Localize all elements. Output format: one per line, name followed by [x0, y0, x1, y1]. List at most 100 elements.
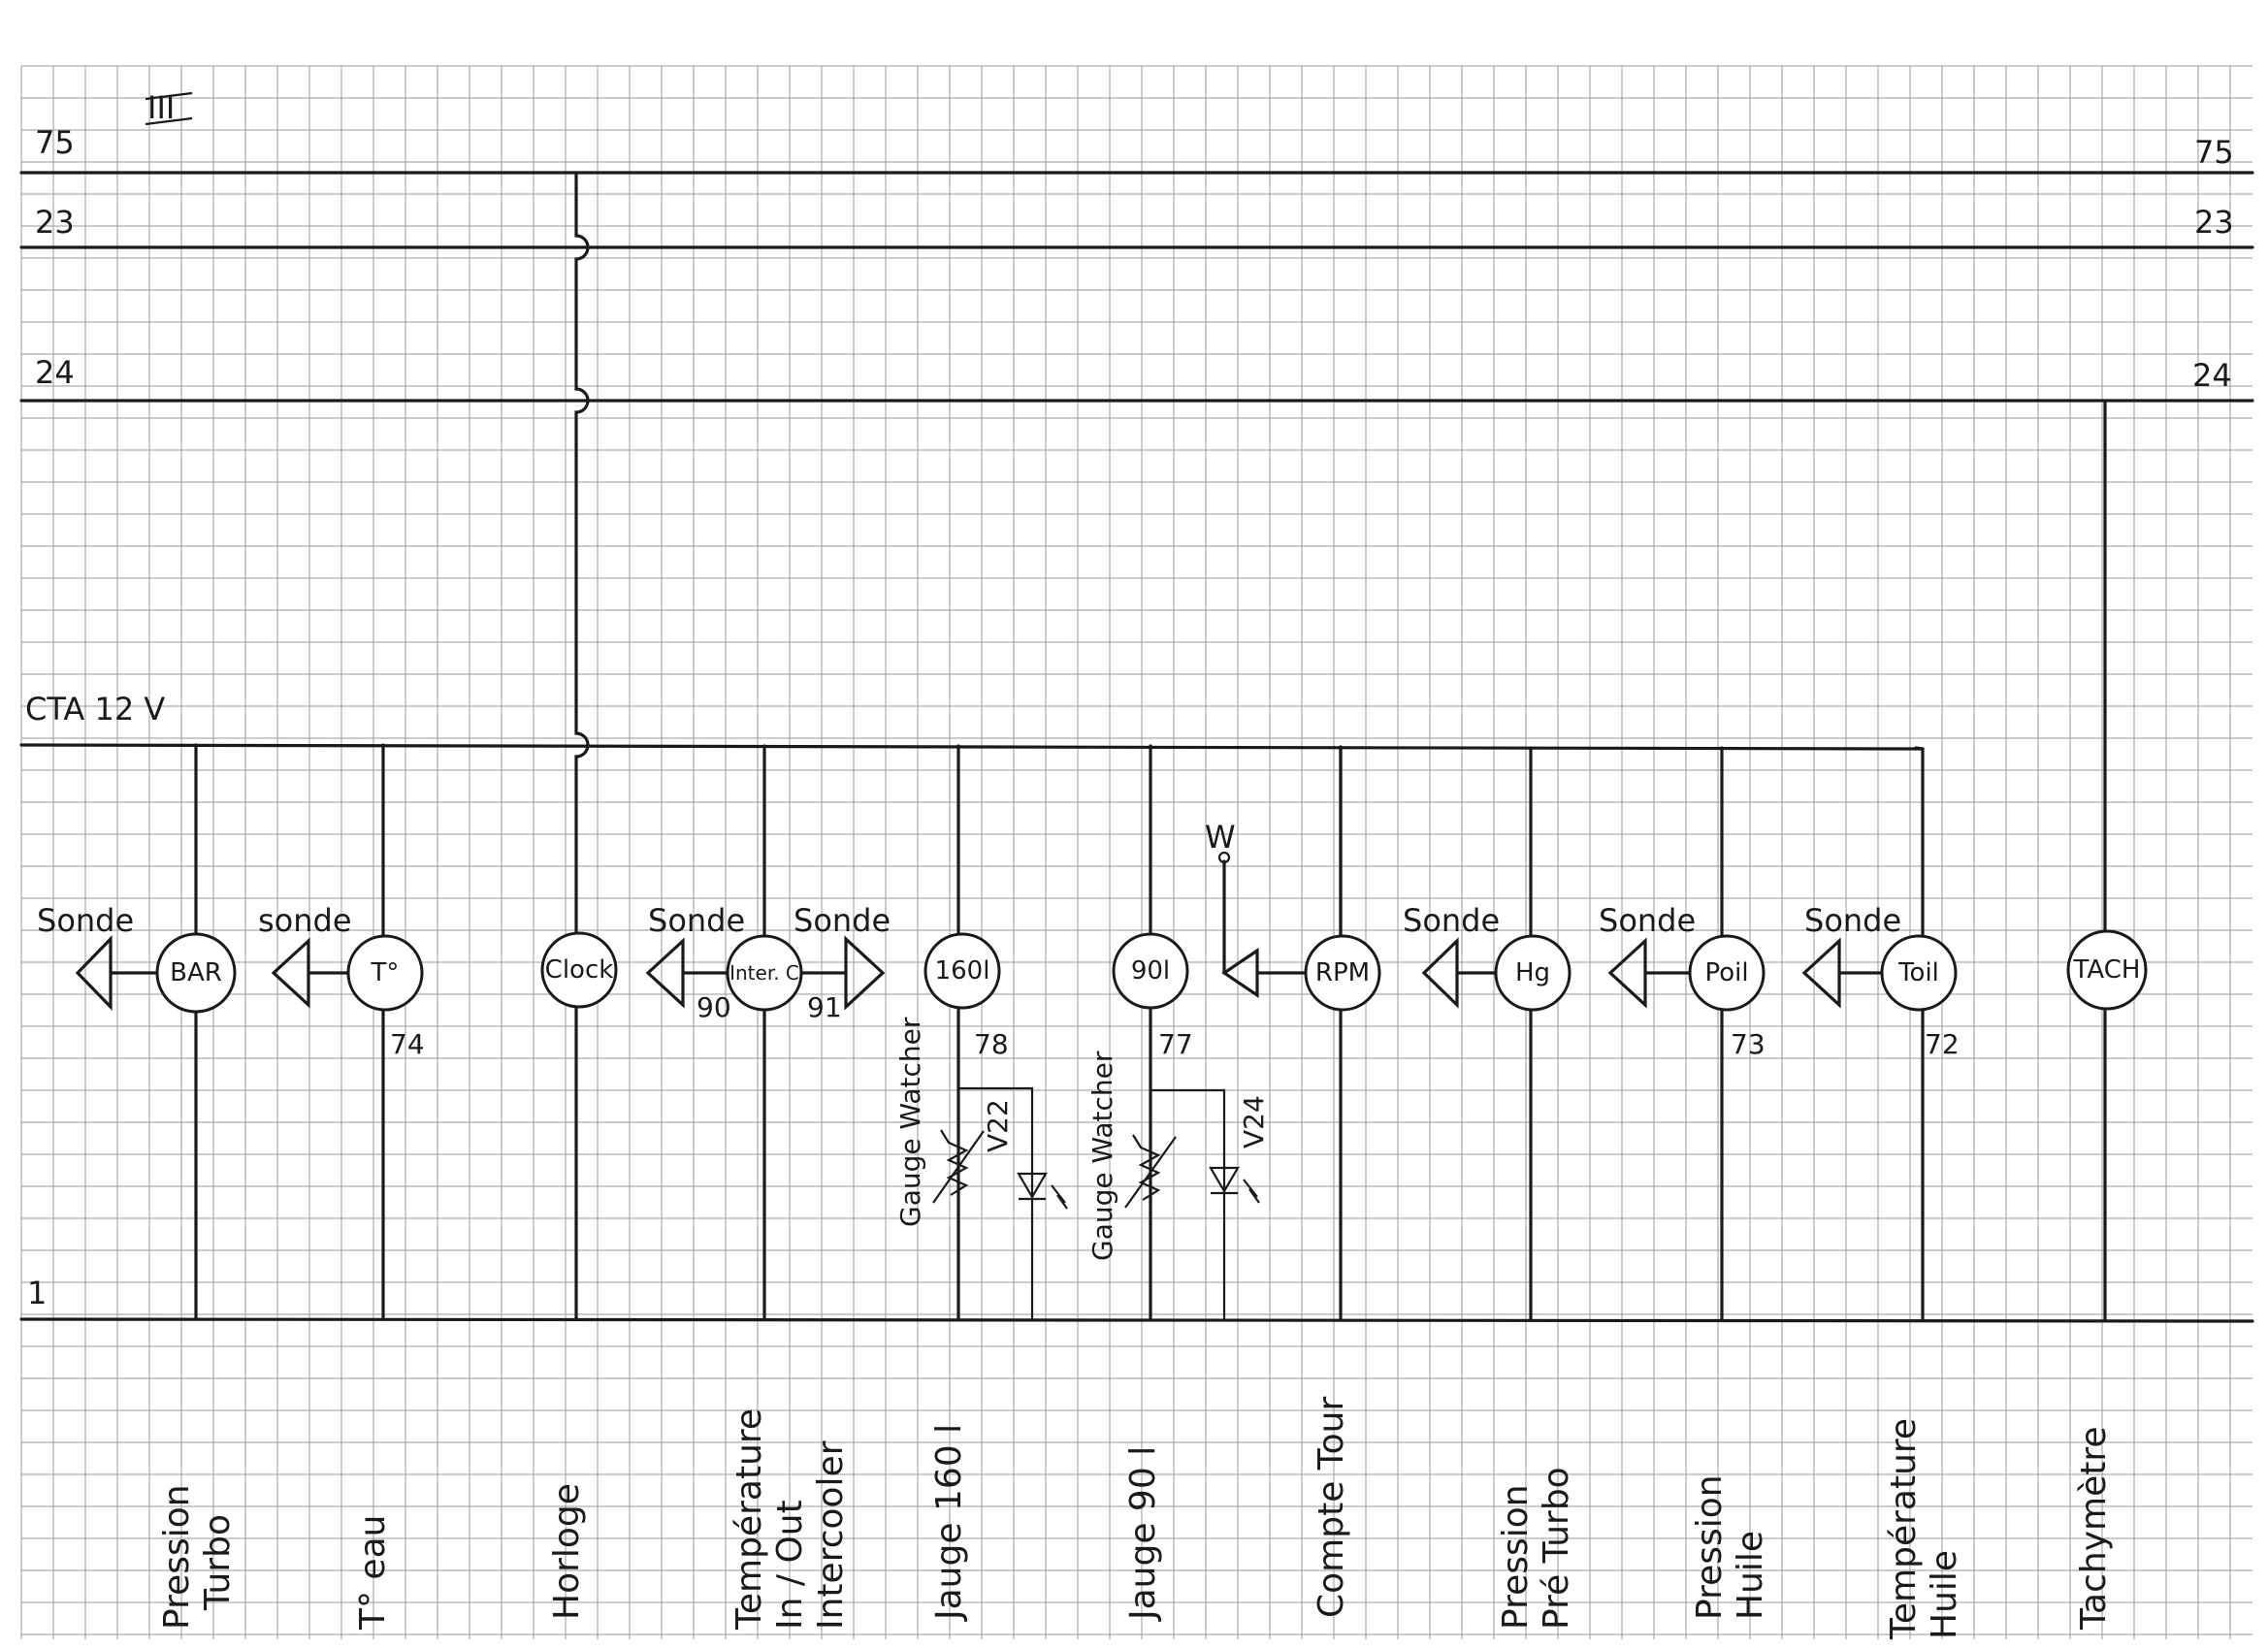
- gauge-tach: TACH: [2066, 929, 2148, 1011]
- caption-line: Pression: [1690, 1474, 1730, 1620]
- rail-cta-label: CTA 12 V: [25, 691, 165, 728]
- gauge-toil-label: Toil: [1897, 958, 1939, 987]
- gauge-poil: Poil 73: [1688, 934, 1766, 1060]
- sensor-bar-label: Sonde: [37, 902, 134, 939]
- caption-line: Intercooler: [811, 1440, 851, 1630]
- wire-77-label: 77: [1158, 1028, 1193, 1060]
- sensor-poil: Sonde: [1599, 902, 1696, 1009]
- graph-paper-grid: [20, 65, 2252, 1639]
- w-terminal-label: W: [1205, 819, 1236, 856]
- rail-75-label-right: 75: [2194, 134, 2234, 171]
- sensor-hg: Sonde: [1403, 902, 1502, 1009]
- led-v22: [1017, 1172, 1048, 1200]
- rail-24-label-right: 24: [2192, 357, 2232, 394]
- rail-ground-label: 1: [27, 1275, 47, 1311]
- rail-23: 23 23: [19, 204, 2254, 249]
- gauge-watcher-resistor-90: [1132, 1134, 1161, 1201]
- sensor-hg-label: Sonde: [1403, 902, 1500, 939]
- gauge-hg: Hg: [1494, 934, 1571, 1012]
- rail-24-label-left: 24: [35, 354, 75, 391]
- sensor-teau-label: sonde: [258, 902, 352, 939]
- gauge-poil-label: Poil: [1704, 958, 1748, 987]
- wire-73-label: 73: [1731, 1028, 1766, 1060]
- fuel-gauge-90-circuit: V24 Gauge Watcher: [1086, 744, 1270, 1321]
- rail-75-label-left: 75: [35, 124, 75, 161]
- sensor-toil: Sonde: [1801, 902, 1901, 1009]
- caption-line: In / Out: [770, 1500, 810, 1630]
- caption-line: Huile: [1925, 1550, 1964, 1639]
- sensor-inter-in: Sonde 90: [645, 902, 745, 1023]
- caption-line: Compte Tour: [1312, 1396, 1351, 1618]
- wire-74-label: 74: [390, 1028, 425, 1060]
- gauge-clock-label: Clock: [545, 955, 614, 985]
- gauge-watcher-90-label: Gauge Watcher: [1086, 1051, 1118, 1261]
- caption-line: Horloge: [547, 1483, 587, 1620]
- clock-feed-wire: [574, 171, 590, 1321]
- gauge-bar: BAR: [155, 932, 237, 1014]
- caption-line: Huile: [1731, 1531, 1770, 1620]
- sensor-bar: Sonde: [37, 902, 157, 1011]
- caption-temperature-huile: Température Huile: [1884, 1418, 1964, 1640]
- sensor-inter-in-label: Sonde: [648, 902, 745, 939]
- gauge-bar-label: BAR: [170, 958, 222, 987]
- caption-t-eau: T° eau: [353, 1515, 393, 1631]
- caption-tachymetre: Tachymètre: [2074, 1427, 2114, 1632]
- gauge-rpm-label: RPM: [1315, 958, 1370, 987]
- gauge-160l-label: 160l: [935, 956, 990, 986]
- gauge-teau: T° 74: [346, 934, 425, 1060]
- caption-compte-tour: Compte Tour: [1312, 1396, 1351, 1618]
- caption-pression-turbo: Pression Turbo: [157, 1484, 238, 1630]
- sensor-poil-label: Sonde: [1599, 902, 1696, 939]
- wire-91-label: 91: [807, 991, 842, 1023]
- wire-72-label: 72: [1925, 1028, 1960, 1060]
- sensor-inter-out-label: Sonde: [794, 902, 891, 939]
- fuel-gauge-160-circuit: V22 Gauge Watcher: [894, 744, 1068, 1321]
- rail-23-label-left: 23: [35, 204, 75, 241]
- wire-78-label: 78: [974, 1028, 1009, 1060]
- wire-90-label: 90: [697, 991, 731, 1023]
- gauge-90l: 90l 77: [1112, 932, 1193, 1060]
- gauge-watcher-resistor-160: [940, 1129, 969, 1196]
- gauge-inter: Inter. C: [726, 934, 803, 1012]
- caption-pression-pre-turbo: Pression Pré Turbo: [1496, 1467, 1576, 1630]
- gauge-hg-label: Hg: [1515, 958, 1550, 987]
- gauge-tach-label: TACH: [2073, 955, 2141, 985]
- gauge-rpm: RPM: [1304, 934, 1381, 1012]
- rail-cta-12v: CTA 12 V: [19, 691, 1925, 751]
- sheet-number: III: [145, 89, 193, 126]
- caption-jauge-160: Jauge 160 l: [929, 1424, 969, 1622]
- gauge-90l-label: 90l: [1131, 956, 1170, 986]
- rail-75: 75 75: [19, 124, 2254, 175]
- rail-ground: 1: [19, 1275, 2254, 1323]
- sensor-inter-out: Sonde 91: [794, 902, 891, 1023]
- caption-horloge: Horloge: [547, 1483, 587, 1620]
- caption-line: Turbo: [198, 1514, 238, 1611]
- rail-24: 24 24: [19, 354, 2254, 403]
- gauge-toil: Toil 72: [1880, 934, 1960, 1060]
- caption-line: T° eau: [353, 1515, 393, 1631]
- rail-23-label-right: 23: [2194, 204, 2234, 241]
- sensor-teau: sonde: [258, 902, 352, 1009]
- gauge-drop-wires: [194, 743, 1925, 1321]
- caption-line: Pré Turbo: [1537, 1467, 1576, 1630]
- rpm-circuit: W: [1205, 745, 1343, 999]
- caption-line: Jauge 160 l: [929, 1424, 969, 1622]
- relay-v22-label: V22: [982, 1099, 1014, 1152]
- led-v24: [1209, 1166, 1240, 1194]
- gauge-clock: Clock: [540, 931, 618, 1009]
- gauge-inter-label: Inter. C: [729, 961, 799, 985]
- relay-v24-label: V24: [1238, 1095, 1270, 1148]
- caption-line: Température: [1884, 1418, 1924, 1640]
- gauge-teau-label: T°: [371, 958, 400, 987]
- caption-line: Pression: [1496, 1484, 1536, 1630]
- caption-line: Tachymètre: [2074, 1427, 2114, 1632]
- caption-line: Pression: [157, 1484, 197, 1630]
- caption-pression-huile: Pression Huile: [1690, 1474, 1770, 1620]
- caption-temperature-intercooler: Température In / Out Intercooler: [729, 1408, 851, 1631]
- gauge-160l: 160l 78: [923, 932, 1009, 1060]
- caption-line: Température: [729, 1408, 769, 1631]
- caption-jauge-90: Jauge 90 l: [1123, 1446, 1163, 1622]
- caption-line: Jauge 90 l: [1123, 1446, 1163, 1622]
- sensor-toil-label: Sonde: [1804, 902, 1901, 939]
